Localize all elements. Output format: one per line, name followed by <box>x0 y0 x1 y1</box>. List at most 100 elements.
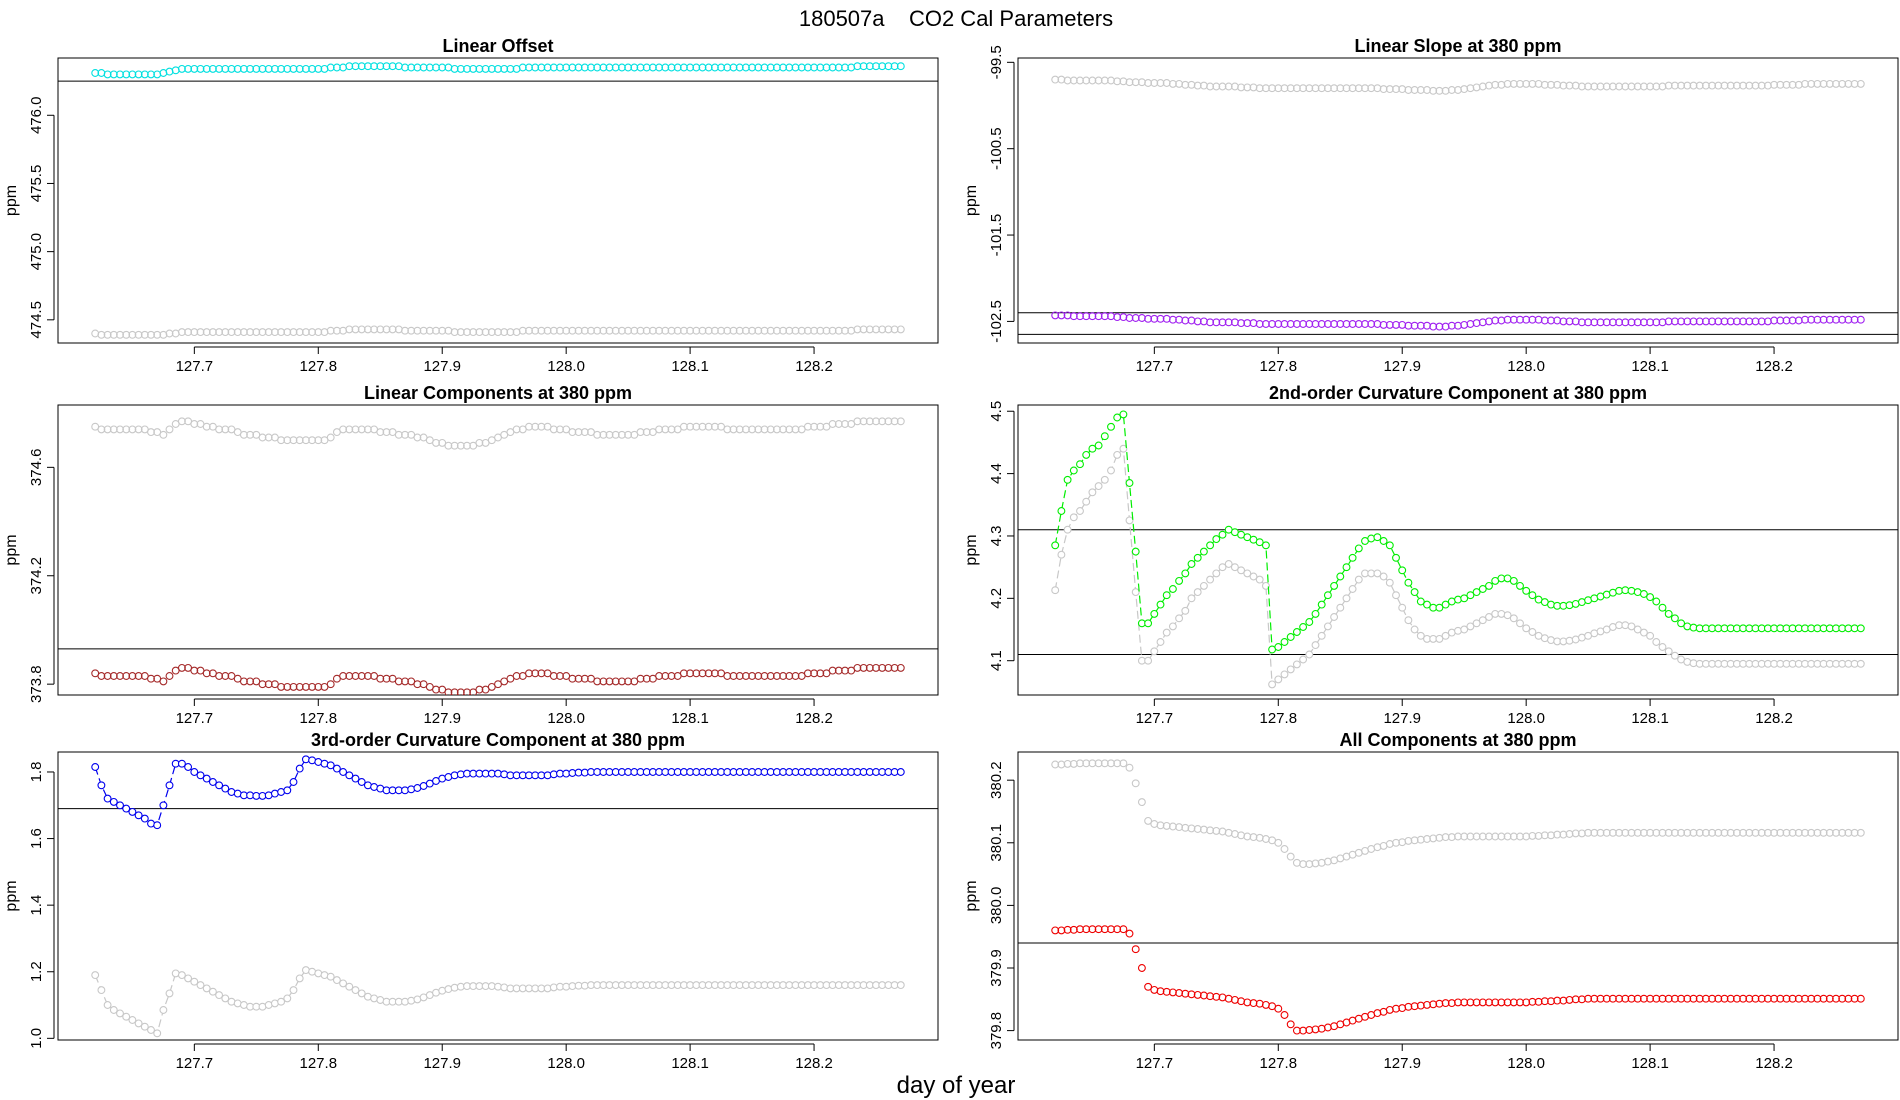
data-point <box>1782 994 1791 1003</box>
data-point <box>345 325 354 334</box>
data-point <box>642 63 651 72</box>
data-point <box>679 422 688 431</box>
data-point <box>128 330 137 339</box>
data-point <box>357 778 366 786</box>
data-point <box>636 63 645 72</box>
data-point <box>438 63 447 72</box>
data-point <box>1100 312 1109 321</box>
data-point <box>1392 85 1400 94</box>
data-point <box>1639 994 1648 1003</box>
data-point <box>221 425 230 434</box>
data-point <box>1175 823 1184 832</box>
x-tick-label: 127.8 <box>300 710 338 727</box>
data-point <box>1181 989 1190 998</box>
data-point <box>1751 994 1760 1003</box>
series-line <box>1054 413 1861 651</box>
plot-area <box>58 755 938 1038</box>
data-point <box>1317 631 1326 640</box>
data-point <box>147 70 155 79</box>
x-tick-label: 128.2 <box>795 1055 833 1072</box>
data-point <box>215 672 224 680</box>
data-point <box>370 325 379 334</box>
data-point <box>1423 1000 1431 1009</box>
data-point <box>1615 994 1624 1003</box>
data-point <box>1410 625 1419 634</box>
data-point <box>401 430 409 439</box>
data-point <box>1547 636 1555 645</box>
data-point <box>661 425 670 434</box>
data-point <box>494 328 502 337</box>
data-point <box>1701 317 1710 326</box>
data-point <box>1311 641 1320 650</box>
data-point <box>215 425 224 434</box>
data-point <box>1131 779 1140 788</box>
data-point <box>1125 516 1134 525</box>
data-point <box>1497 998 1506 1007</box>
data-point <box>351 672 360 680</box>
data-point <box>277 436 286 445</box>
data-point <box>779 326 788 335</box>
series-1 <box>1051 444 1865 689</box>
data-point <box>494 680 502 689</box>
data-point <box>648 63 657 72</box>
data-point <box>1522 315 1531 324</box>
x-tick-label: 128.2 <box>795 710 833 727</box>
data-point <box>667 425 676 434</box>
data-point <box>1379 85 1388 94</box>
plot-area <box>1018 410 1898 689</box>
data-point <box>252 64 261 73</box>
data-point <box>215 991 224 1000</box>
data-point <box>549 63 558 72</box>
data-point <box>258 680 267 689</box>
data-point <box>1788 80 1797 89</box>
data-point <box>1608 828 1617 837</box>
data-point <box>766 326 775 335</box>
data-point <box>1268 320 1277 328</box>
data-point <box>215 64 224 73</box>
data-point <box>1776 828 1785 837</box>
data-point <box>1801 315 1809 324</box>
x-tick-label: 127.9 <box>423 1055 461 1072</box>
data-point <box>1683 317 1692 326</box>
data-point <box>1156 600 1165 609</box>
data-point <box>1051 586 1060 595</box>
data-point <box>754 63 763 72</box>
data-point <box>717 63 726 72</box>
data-point <box>1299 84 1308 93</box>
data-point <box>1113 925 1122 934</box>
data-point <box>1280 638 1289 646</box>
data-point <box>525 63 533 72</box>
data-point <box>1268 680 1277 689</box>
data-point <box>1305 618 1314 626</box>
x-tick-label: 128.1 <box>1631 358 1669 375</box>
data-point <box>1305 320 1314 328</box>
data-point <box>1410 588 1419 597</box>
x-tick-label: 127.9 <box>1383 358 1421 375</box>
data-point <box>1069 312 1078 321</box>
data-point <box>624 326 633 335</box>
data-point <box>1528 997 1537 1006</box>
data-point <box>878 417 887 426</box>
data-point <box>686 326 695 335</box>
data-point <box>865 62 874 71</box>
data-point <box>177 971 186 980</box>
data-point <box>605 430 614 439</box>
data-point <box>1125 479 1134 487</box>
data-point <box>91 971 100 980</box>
data-point <box>1286 852 1295 861</box>
data-point <box>717 326 726 335</box>
data-point <box>165 67 174 76</box>
data-point <box>1336 603 1345 612</box>
data-point <box>1460 594 1469 603</box>
data-point <box>593 677 602 686</box>
data-point <box>432 685 440 694</box>
data-point <box>1348 553 1357 562</box>
data-point <box>1590 82 1599 91</box>
data-point <box>1125 763 1134 772</box>
data-point <box>1701 994 1710 1003</box>
data-point <box>1472 619 1481 628</box>
data-point <box>332 63 341 72</box>
data-point <box>896 62 905 71</box>
data-point <box>1832 79 1840 88</box>
